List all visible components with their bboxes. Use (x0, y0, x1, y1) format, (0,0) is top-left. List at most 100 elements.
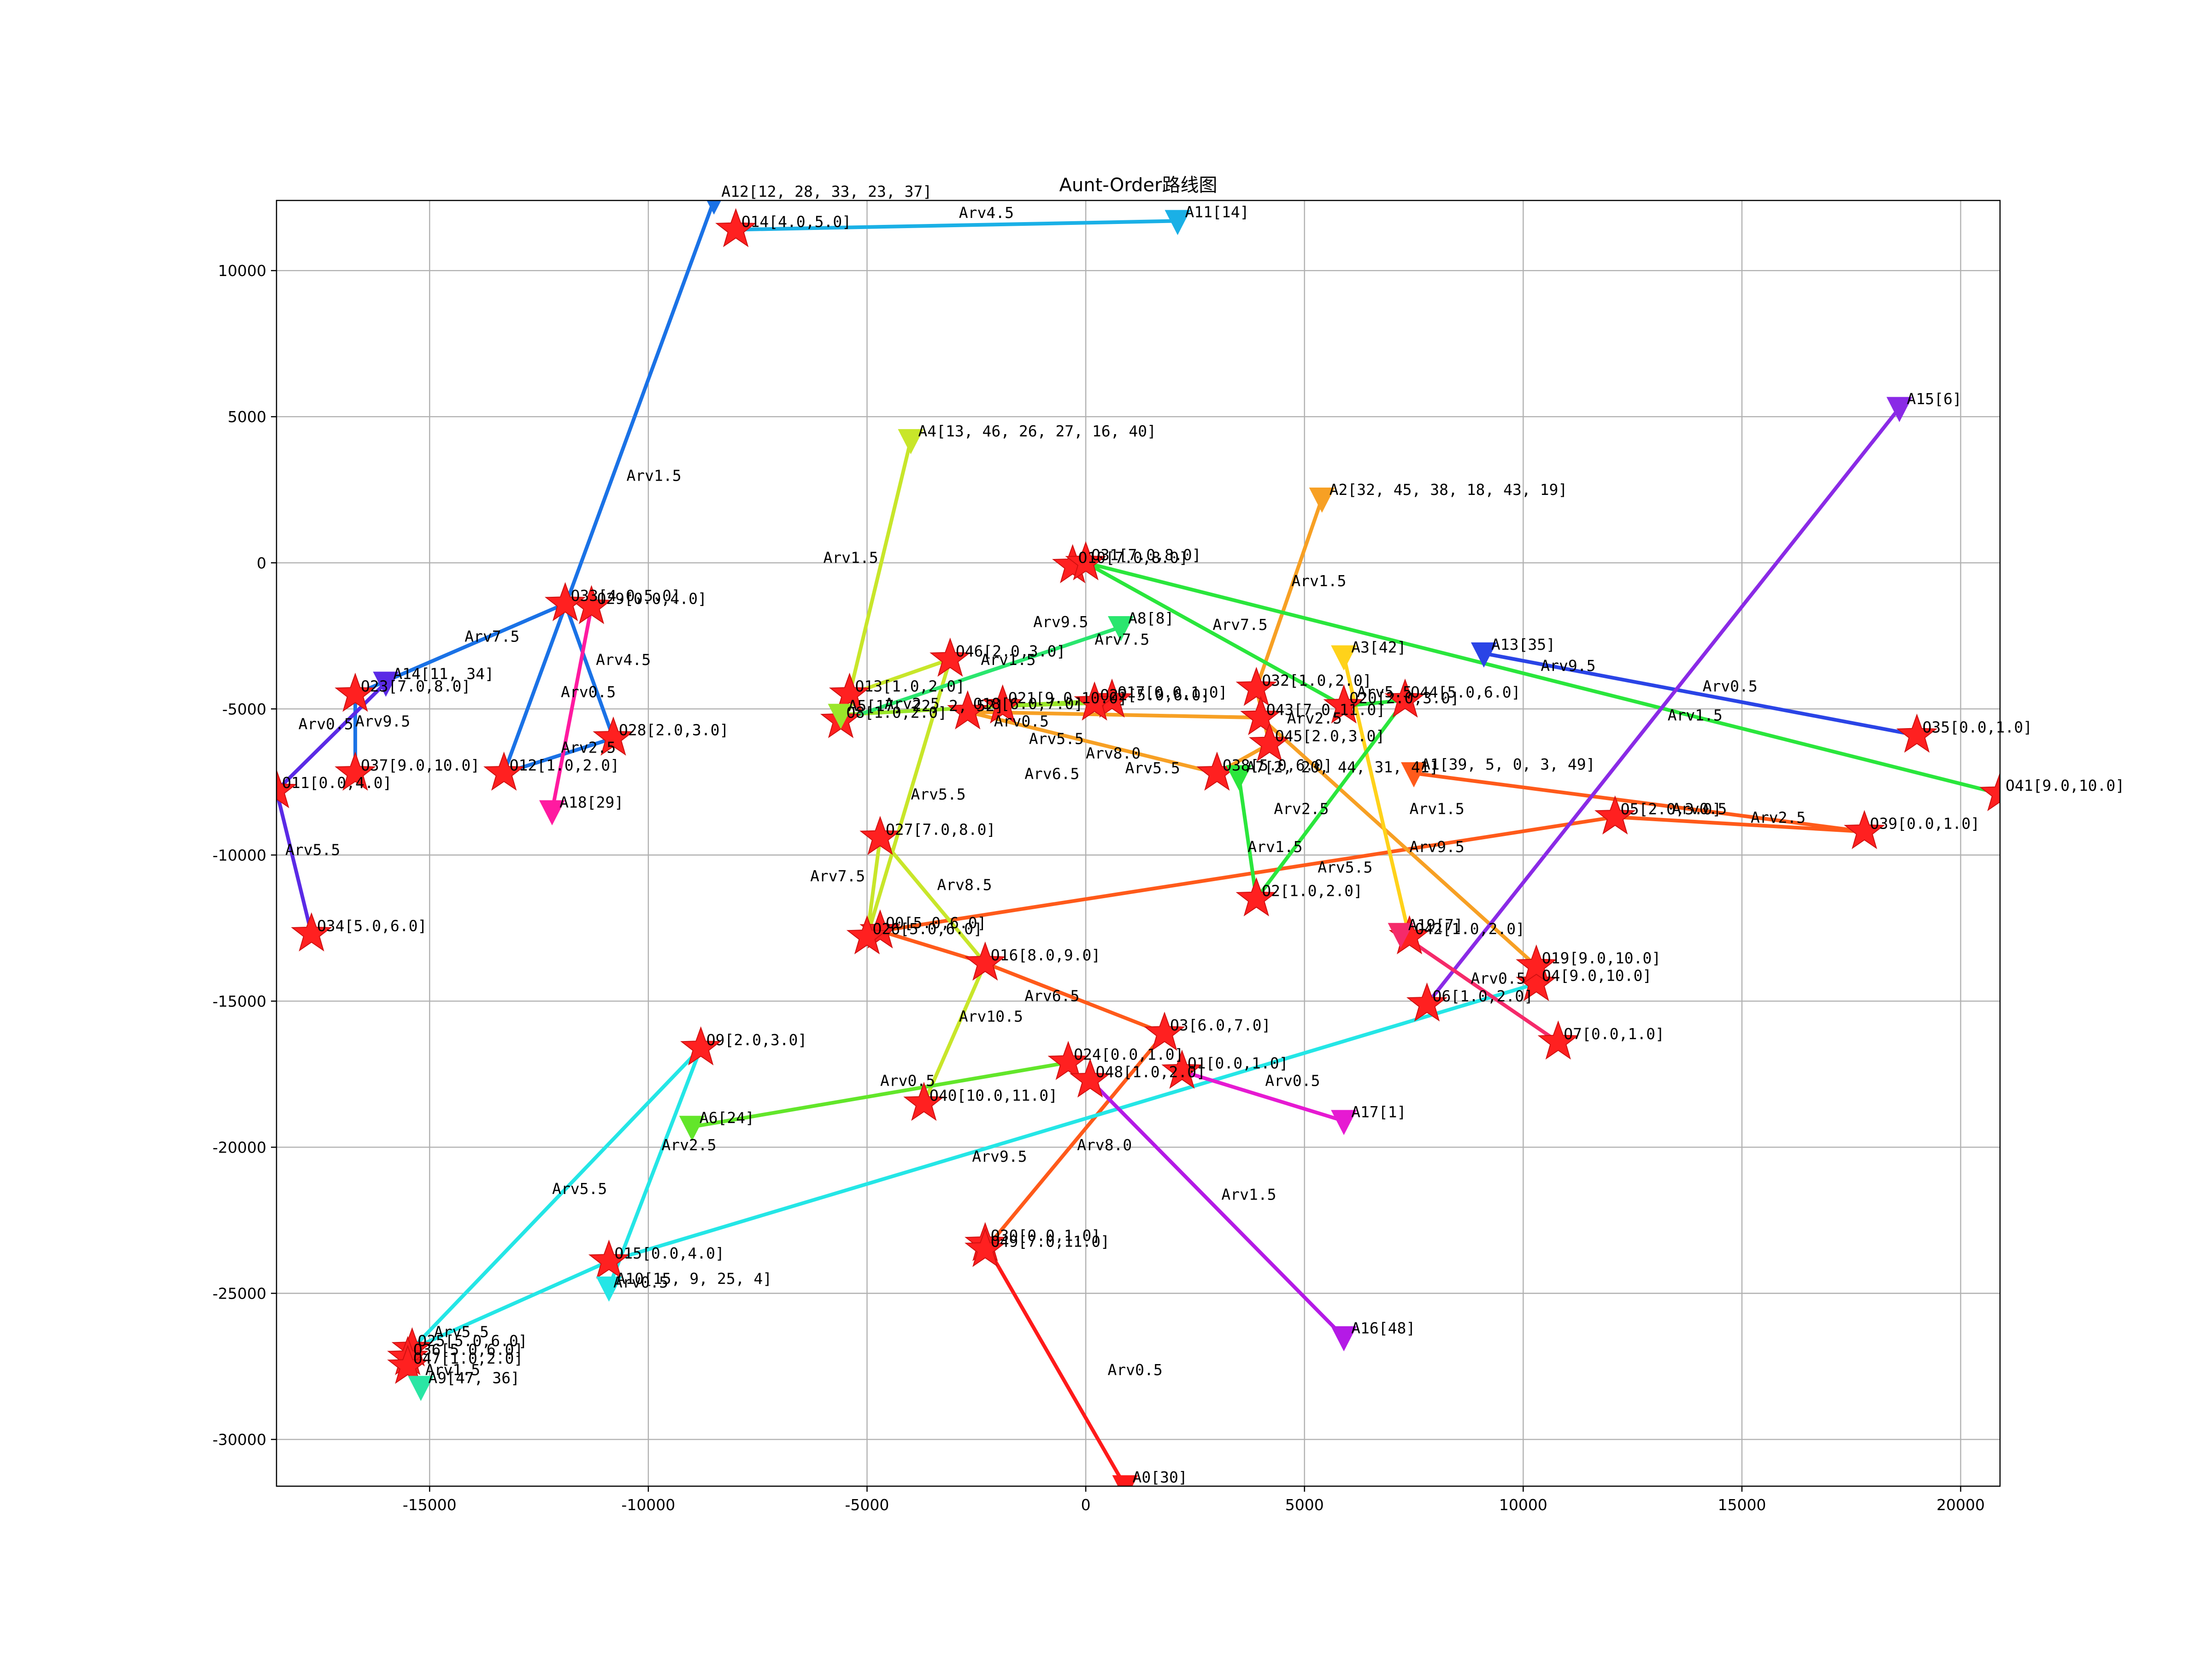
axis-ticks: -15000 -10000 -5000 0 5000 10000 15000 20000 100… (212, 262, 1985, 1514)
aunt-marker (1112, 1475, 1138, 1486)
y-tick-label: 10000 (218, 262, 266, 280)
arrival-label: Arv0.5 (613, 1273, 668, 1291)
aunt-label: A7[2, 20, 44, 31, 41] (1246, 758, 1438, 776)
x-tick-label: 5000 (1285, 1496, 1324, 1514)
order-label: O43[7.0,11.0] (1266, 700, 1385, 718)
order-marker (593, 716, 634, 756)
arrival-label: Arv7.5 (1094, 630, 1149, 648)
order-marker (1979, 772, 2000, 812)
order-marker (715, 208, 757, 247)
order-label: O11[0.0,4.0] (282, 774, 392, 792)
order-label: O32[1.0,2.0] (1262, 671, 1371, 689)
order-marker (1069, 1058, 1111, 1098)
order-label: O17[0.0,1.0] (1118, 683, 1227, 701)
arrival-label: Arv4.5 (596, 651, 651, 669)
grid (276, 200, 2000, 1486)
order-marker (846, 915, 888, 954)
order-marker (1161, 1049, 1203, 1089)
order-label: O46[2.0,3.0] (956, 642, 1065, 660)
route-line (550, 606, 594, 812)
order-marker (544, 582, 586, 621)
aunt-marker (1886, 397, 1912, 423)
arrival-label: Arv5.5 (285, 841, 340, 859)
arrival-label: Arv6.5 (1024, 987, 1079, 1005)
aunt-marker (1331, 1110, 1357, 1135)
order-marker (1144, 1012, 1185, 1051)
arrival-label: Arv1.5 (425, 1361, 480, 1379)
order-marker (680, 1026, 722, 1065)
x-tick-label: -10000 (621, 1496, 675, 1514)
y-tick-label: 0 (257, 554, 266, 572)
arrival-labels: Arv0.5 Arv4.5 Arv1.5 Arv1.5 Arv1.5 Arv9.5 Arv7… (285, 204, 1806, 1379)
order-label: O35[0.0,1.0] (1923, 718, 2032, 736)
route-line (276, 681, 388, 935)
route-line (1084, 561, 2000, 901)
arrival-label: Arv7.5 (465, 627, 519, 645)
arrival-label: Arv2.5 (1751, 809, 1806, 827)
arrival-label: Arv1.5 (824, 548, 878, 566)
order-marker (1844, 810, 1885, 849)
order-marker (1235, 877, 1277, 917)
y-tick-label: -15000 (212, 992, 266, 1010)
arrival-label: Arv1.5 (1291, 572, 1346, 590)
point-labels: O0[5.0,6.0] O1[0.0,1.0] O2[1.0,2.0] O3[6.0,… (282, 182, 2124, 1486)
order-marker (1047, 1041, 1089, 1080)
order-marker (1516, 962, 1557, 1001)
arrival-label: Arv7.5 (810, 867, 865, 885)
aunt-marker (1331, 1326, 1357, 1352)
arrival-label: Arv9.5 (1410, 838, 1465, 856)
aunt-label: A16[48] (1351, 1319, 1415, 1337)
arrival-label: Arv5.5 (1318, 858, 1372, 876)
order-marker (335, 672, 376, 712)
arrival-label: Arv0.5 (1108, 1361, 1163, 1379)
order-label: O36[5.0,6.0] (413, 1341, 523, 1359)
arrival-label: Arv8.0 (1086, 744, 1141, 762)
aunt-label: A11[14] (1185, 203, 1249, 221)
order-marker (1384, 678, 1426, 718)
x-tick-label: 15000 (1718, 1496, 1766, 1514)
order-marker (947, 690, 988, 729)
arrival-label: Arv5.5 (1357, 683, 1412, 701)
order-label: O40[10.0,11.0] (930, 1086, 1058, 1104)
order-label: O22[5.0,6.0] (1100, 686, 1210, 704)
arrival-label: Arv8.5 (937, 876, 992, 894)
aunt-marker (539, 800, 565, 826)
order-marker (387, 1345, 429, 1384)
aunt-marker (1388, 923, 1414, 948)
aunt-marker (706, 200, 722, 215)
order-marker (1240, 696, 1282, 735)
arrival-label: Arv0.5 (1672, 800, 1727, 818)
aunt-marker (1108, 616, 1134, 641)
order-label: O31[7.0,8.0] (1091, 546, 1201, 564)
route-line (692, 1060, 1069, 1129)
aunt-label: A17[1] (1351, 1103, 1406, 1121)
arrival-label: Arv0.5 (1265, 1071, 1320, 1089)
order-label: O47[1.0,2.0] (413, 1349, 523, 1367)
arrival-label: Arv1.5 (981, 651, 1035, 669)
aunt-marker (828, 704, 854, 729)
order-label: O34[5.0,6.0] (317, 917, 427, 935)
order-label: O6[1.0,2.0] (1432, 987, 1533, 1005)
order-label: O9[2.0,3.0] (706, 1031, 807, 1049)
y-tick-label: -10000 (212, 846, 266, 864)
order-label: O39[0.0,1.0] (1870, 815, 1980, 833)
aunt-label: A2[32, 45, 38, 18, 43, 19] (1330, 481, 1568, 499)
chart-title: Aunt-Order路线图 (1059, 175, 1218, 196)
y-tick-label: -30000 (212, 1431, 266, 1449)
order-label: O19[9.0,10.0] (1542, 949, 1661, 967)
aunt-label: A8[8] (1128, 609, 1174, 627)
order-marker (965, 1228, 1006, 1267)
order-marker (276, 769, 297, 808)
route-line (1483, 651, 1918, 737)
arrival-label: Arv10.5 (959, 1007, 1023, 1025)
x-tick-label: -5000 (845, 1496, 889, 1514)
order-label: O48[1.0,2.0] (1096, 1063, 1206, 1081)
order-marker (291, 912, 332, 952)
order-label: O2[1.0,2.0] (1262, 882, 1363, 900)
arrival-label: Arv0.5 (880, 1071, 935, 1089)
order-marker (930, 637, 971, 677)
order-marker (1323, 684, 1365, 724)
order-label: O18[6.0,7.0] (973, 695, 1083, 713)
order-marker (859, 816, 901, 855)
